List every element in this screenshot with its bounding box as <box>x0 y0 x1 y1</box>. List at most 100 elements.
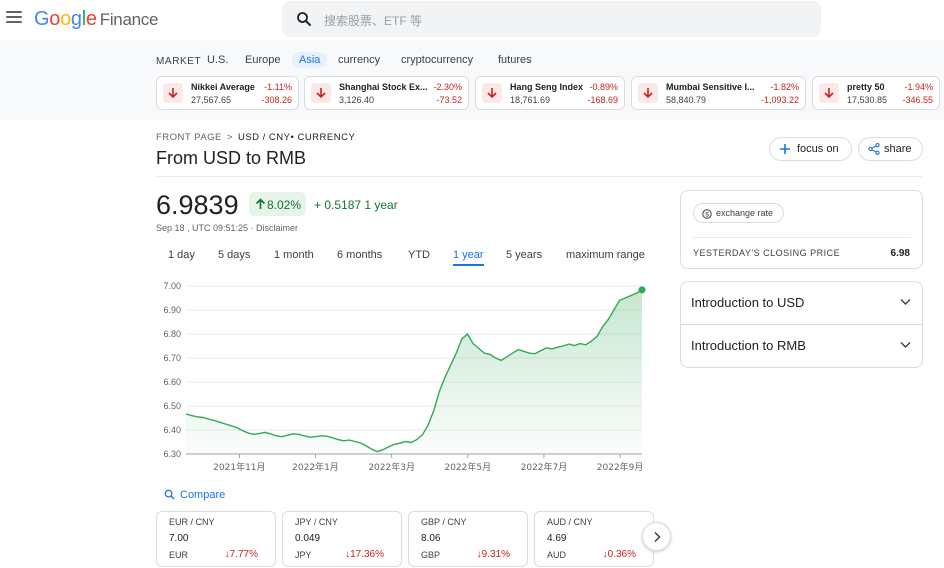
compare-card[interactable]: GBP / CNY 8.06 GBP ↓9.31% <box>408 511 528 567</box>
divider <box>693 237 911 238</box>
compare-value: 8.06 <box>421 533 441 544</box>
absolute-change: + 0.5187 1 year <box>314 198 398 212</box>
chart-series-line <box>185 289 643 453</box>
y-tick-label: 6.50 <box>163 401 181 411</box>
compare-pair: GBP / CNY <box>421 517 467 527</box>
quote-timestamp: Sep 18 , UTC 09:51:25 · Disclaimer <box>156 223 299 233</box>
compare-card[interactable]: AUD / CNY 4.69 AUD ↓0.36% <box>534 511 654 567</box>
ticker-card[interactable]: Shanghai Stock Ex... 3,126.40 -2.30% -73… <box>304 76 469 110</box>
market-tab-us[interactable]: U.S. <box>207 54 229 66</box>
logo-product: Finance <box>99 10 159 29</box>
down-arrow-icon <box>311 83 331 103</box>
exchange-rate-chip[interactable]: $ exchange rate <box>693 203 784 223</box>
market-strip: MARKET U.S. Europe Asia currency cryptoc… <box>0 40 944 120</box>
ticker-change: -168.69 <box>587 95 618 105</box>
x-tick-label: 2022年5月 <box>444 461 491 473</box>
search-box[interactable]: 搜索股票、ETF 等 <box>282 1 821 37</box>
chevron-right-icon: > <box>226 132 233 143</box>
ticker-percent: -1.11% <box>264 82 292 92</box>
page-title: From USD to RMB <box>156 148 307 168</box>
ticker-name: Shanghai Stock Ex... <box>339 82 428 92</box>
compare-currency: GBP <box>421 550 441 560</box>
ticker-percent: -1.94% <box>904 82 933 92</box>
range-tab-1d[interactable]: 1 day <box>168 249 195 261</box>
svg-text:$: $ <box>705 212 709 219</box>
range-tab-5y[interactable]: 5 years <box>506 249 543 261</box>
ticker-card[interactable]: Hang Seng Index 18,761.69 -0.89% -168.69 <box>475 76 625 110</box>
chevron-down-icon <box>900 342 911 348</box>
market-tab-asia[interactable]: Asia <box>292 52 328 68</box>
ticker-name: pretty 50 <box>847 82 885 92</box>
ticker-change: -308.26 <box>261 95 292 105</box>
ticker-percent: -2.30% <box>433 82 462 92</box>
compare-card[interactable]: JPY / CNY 0.049 JPY ↓17.36% <box>282 511 402 567</box>
chart-area-fill <box>186 289 642 454</box>
x-tick-label: 2022年1月 <box>292 461 339 473</box>
search-input[interactable]: 搜索股票、ETF 等 <box>324 14 422 28</box>
range-tab-6m[interactable]: 6 months <box>337 249 383 261</box>
follow-label: focus on <box>797 143 839 155</box>
ticker-name: Nikkei Average <box>191 82 255 92</box>
share-button[interactable]: share <box>858 137 923 161</box>
closing-price-value: 6.98 <box>890 248 910 259</box>
compare-button[interactable]: Compare <box>164 489 225 501</box>
current-price: 6.9839 <box>156 190 239 220</box>
menu-icon[interactable] <box>6 11 22 25</box>
ticker-card[interactable]: Nikkei Average 27,567.65 -1.11% -308.26 <box>156 76 299 110</box>
accordion-label: Introduction to RMB <box>691 338 806 353</box>
range-tab-max[interactable]: maximum range <box>566 249 645 261</box>
y-tick-label: 6.70 <box>163 353 181 363</box>
ticker-change: -73.52 <box>436 95 462 105</box>
accordion-usd[interactable]: Introduction to USD <box>680 281 923 325</box>
x-tick-label: 2022年7月 <box>521 461 568 473</box>
chip-label: exchange rate <box>716 208 774 218</box>
compare-label: Compare <box>180 489 226 501</box>
range-tab-1y[interactable]: 1 year <box>453 249 484 266</box>
ticker-card[interactable]: Mumbai Sensitive I... 58,840.79 -1.82% -… <box>631 76 806 110</box>
next-button[interactable] <box>642 522 671 551</box>
closing-price-label: YESTERDAY'S CLOSING PRICE <box>693 248 841 258</box>
down-arrow-icon <box>482 83 502 103</box>
compare-change: ↓0.36% <box>603 549 636 560</box>
percent-change-badge: 8.02% <box>249 192 306 216</box>
accordion-label: Introduction to USD <box>691 295 805 310</box>
down-arrow-icon: ↓ <box>224 549 230 560</box>
compare-change: ↓17.36% <box>345 549 384 560</box>
market-tab-currency[interactable]: currency <box>338 54 381 66</box>
breadcrumb-root[interactable]: FRONT PAGE <box>156 132 222 143</box>
follow-button[interactable]: focus on <box>769 137 852 161</box>
current-value-dot <box>638 286 646 294</box>
market-tab-cryptocurrency[interactable]: cryptocurrency <box>401 54 474 66</box>
ticker-card[interactable]: pretty 50 17,530.85 -1.94% -346.55 <box>812 76 940 110</box>
compare-currency: AUD <box>547 550 567 560</box>
down-arrow-icon <box>163 83 183 103</box>
x-tick-label: 2021年11月 <box>213 461 265 473</box>
compare-currency: EUR <box>169 550 189 560</box>
y-tick-label: 6.30 <box>163 449 181 459</box>
ticker-percent: -0.89% <box>589 82 618 92</box>
x-tick-label: 2022年3月 <box>368 461 415 473</box>
accordion-rmb[interactable]: Introduction to RMB <box>680 324 923 368</box>
google-finance-logo[interactable]: Google Finance <box>34 8 159 30</box>
range-tab-5d[interactable]: 5 days <box>218 249 251 261</box>
ticker-name: Hang Seng Index <box>510 82 584 92</box>
market-tab-europe[interactable]: Europe <box>245 54 281 66</box>
share-label: share <box>884 143 912 155</box>
market-tab-futures[interactable]: futures <box>498 54 532 66</box>
price-chart[interactable]: 7.00 6.90 6.80 6.70 6.60 6.50 6.40 6.30 2021年11月… <box>156 276 656 476</box>
chevron-down-icon <box>900 299 911 305</box>
ticker-change: -1,093.22 <box>760 95 799 105</box>
breadcrumb-current: USD / CNY• CURRENCY <box>237 132 356 143</box>
compare-change-value: 17.36% <box>350 549 384 560</box>
compare-pair: AUD / CNY <box>547 517 593 527</box>
ticker-value: 27,567.65 <box>191 95 232 105</box>
range-tab-1m[interactable]: 1 month <box>274 249 314 261</box>
share-icon <box>868 143 880 155</box>
compare-pair: JPY / CNY <box>295 517 338 527</box>
search-icon <box>164 489 175 500</box>
compare-card[interactable]: EUR / CNY 7.00 EUR ↓7.77% <box>156 511 276 567</box>
range-tab-ytd[interactable]: YTD <box>408 249 430 261</box>
compare-pair: EUR / CNY <box>169 517 215 527</box>
market-label: MARKET <box>156 56 202 67</box>
compare-value: 7.00 <box>169 533 189 544</box>
